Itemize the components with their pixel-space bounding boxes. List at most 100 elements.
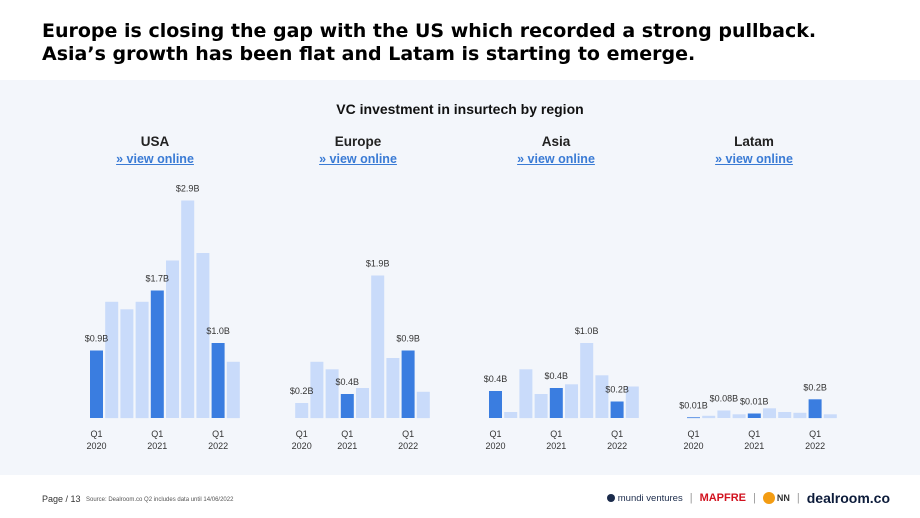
bar-latam-q2-2022 (823, 414, 837, 419)
mundi-ventures-text: mundi ventures (617, 492, 683, 504)
view-online-link-europe[interactable]: » view online (319, 152, 397, 166)
bar-usa-q1-2021 (150, 290, 164, 418)
bar-europe-q4-2020 (325, 369, 339, 419)
bar-latam-q4-2020 (732, 414, 746, 419)
view-online-link-usa[interactable]: » view online (116, 152, 194, 166)
bar-usa-q2-2022 (226, 361, 240, 419)
view-online-link-asia[interactable]: » view online (517, 152, 595, 166)
logo-separator: | (689, 492, 693, 504)
headline: Europe is closing the gap with the US wh… (42, 20, 902, 66)
view-online-link-latam[interactable]: » view online (715, 152, 793, 166)
partner-logos: mundi ventures | MAPFRE | NN | dealroom.… (606, 490, 890, 506)
bar-usa-q2-2021 (166, 260, 179, 418)
data-label-latam-0: $0.01B (679, 400, 708, 410)
bar-asia-q3-2020 (519, 369, 533, 419)
bar-usa-q4-2020 (135, 301, 149, 419)
logo-separator: | (796, 492, 800, 504)
bar-asia-q2-2021 (565, 384, 578, 419)
data-label-usa-1: $1.7B (146, 274, 170, 284)
bar-asia-q3-2021 (580, 343, 594, 418)
tick-label-quarter-usa-0: Q1 (90, 429, 102, 439)
mundi-globe-icon (606, 494, 615, 502)
dealroom-logo: dealroom.co (806, 490, 890, 506)
tick-label-year-usa-2: 2022 (208, 441, 228, 451)
bar-europe-q3-2020 (310, 361, 324, 419)
logo-separator: | (753, 492, 756, 504)
bar-usa-q4-2021 (196, 253, 210, 418)
nn-lion-icon (762, 492, 775, 504)
headline-line-1: Europe is closing the gap with the US wh… (42, 20, 817, 42)
tick-label-quarter-usa-1: Q1 (151, 429, 163, 439)
source-note: Source: Dealroom.co Q2 includes data unt… (86, 497, 234, 503)
data-label-latam-3: $0.2B (803, 382, 827, 392)
tick-label-quarter-latam-0: Q1 (687, 429, 699, 439)
data-label-asia-3: $0.2B (605, 385, 629, 395)
bar-asia-q1-2021 (549, 388, 563, 418)
data-label-asia-1: $0.4B (545, 371, 569, 381)
bar-europe-q4-2021 (386, 358, 400, 418)
tick-label-year-europe-1: 2021 (337, 441, 357, 451)
bar-latam-q3-2021 (778, 412, 792, 418)
tick-label-quarter-latam-1: Q1 (748, 429, 760, 439)
bar-asia-q4-2020 (534, 394, 548, 418)
bar-asia-q2-2022 (625, 386, 639, 418)
data-label-latam-1: $0.08B (710, 394, 739, 404)
bar-europe-q2-2020 (295, 403, 309, 418)
region-title-asia: Asia (541, 134, 571, 149)
tick-label-quarter-usa-2: Q1 (212, 429, 224, 439)
tick-label-quarter-latam-2: Q1 (809, 429, 821, 439)
tick-label-quarter-asia-0: Q1 (489, 429, 501, 439)
bar-asia-q4-2021 (595, 375, 609, 418)
bar-latam-q1-2022 (808, 399, 822, 419)
page-number: Page / 13 (42, 494, 81, 504)
tick-label-year-usa-1: 2021 (147, 441, 167, 451)
bar-latam-q2-2020 (702, 415, 716, 419)
tick-label-year-asia-1: 2021 (546, 441, 566, 451)
tick-label-year-latam-2: 2022 (805, 441, 825, 451)
tick-label-year-asia-2: 2022 (607, 441, 627, 451)
nn-text: NN (776, 493, 790, 503)
bar-latam-q2-2021 (763, 408, 776, 419)
tick-label-quarter-europe-0: Q1 (296, 429, 308, 439)
data-label-asia-2: $1.0B (575, 326, 599, 336)
bar-usa-q1-2022 (211, 343, 225, 418)
data-label-europe-3: $0.9B (396, 334, 420, 344)
nn-logo: NN (762, 492, 790, 504)
data-label-usa-0: $0.9B (85, 334, 109, 344)
tick-label-year-latam-0: 2020 (683, 441, 703, 451)
tick-label-quarter-asia-2: Q1 (611, 429, 623, 439)
data-label-usa-2: $2.9B (176, 184, 200, 194)
data-label-europe-1: $0.4B (336, 377, 360, 387)
bar-europe-q1-2022 (401, 350, 415, 418)
bar-latam-q1-2020 (687, 417, 700, 419)
tick-label-year-asia-0: 2020 (485, 441, 505, 451)
bar-usa-q1-2020 (90, 350, 103, 418)
bar-latam-q1-2021 (747, 413, 761, 418)
data-label-europe-2: $1.9B (366, 259, 390, 269)
bar-europe-q2-2022 (416, 391, 430, 419)
mapfre-logo: MAPFRE (699, 492, 747, 504)
bar-latam-q4-2021 (793, 412, 807, 419)
bar-asia-q1-2022 (610, 401, 624, 418)
bar-usa-q3-2021 (181, 200, 195, 418)
bar-usa-q2-2020 (105, 301, 119, 419)
bar-europe-q3-2021 (371, 275, 385, 418)
data-label-latam-2: $0.01B (740, 397, 769, 407)
data-label-europe-0: $0.2B (290, 386, 314, 396)
tick-label-year-europe-2: 2022 (398, 441, 418, 451)
region-title-usa: USA (140, 134, 170, 149)
bar-asia-q2-2020 (504, 412, 518, 418)
region-title-latam: Latam (734, 134, 774, 149)
chart-title: VC investment in insurtech by region (336, 101, 584, 117)
data-label-usa-3: $1.0B (206, 326, 230, 336)
region-title-europe: Europe (334, 134, 382, 149)
bar-latam-q3-2020 (717, 410, 731, 418)
data-label-asia-0: $0.4B (484, 374, 508, 384)
bar-asia-q1-2020 (489, 391, 502, 418)
mundi-ventures-logo: mundi ventures (606, 492, 683, 504)
tick-label-quarter-asia-1: Q1 (550, 429, 562, 439)
tick-label-year-usa-0: 2020 (86, 441, 106, 451)
tick-label-quarter-europe-2: Q1 (402, 429, 414, 439)
tick-label-year-latam-1: 2021 (744, 441, 764, 451)
